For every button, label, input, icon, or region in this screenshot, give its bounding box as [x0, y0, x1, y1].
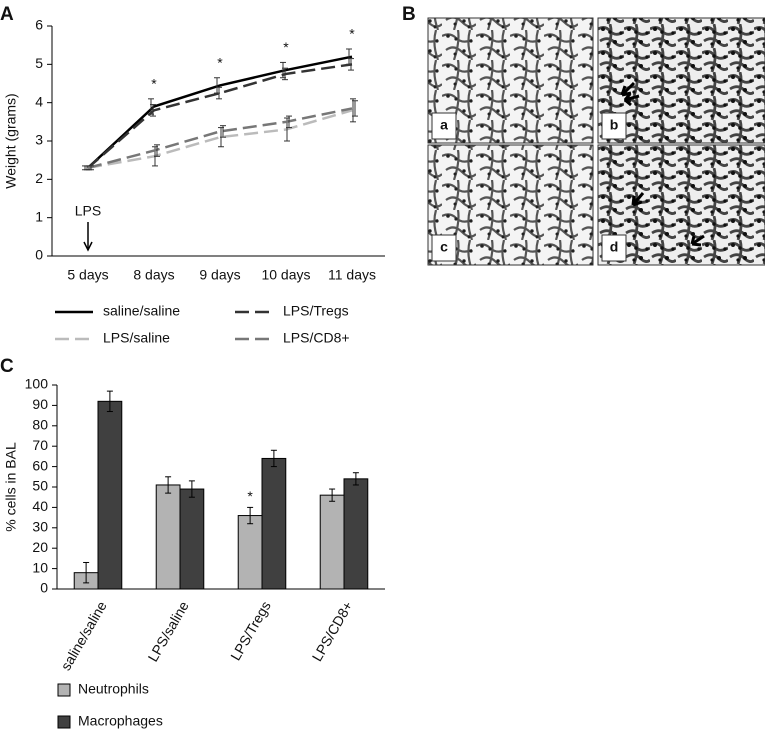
bar: [179, 488, 205, 590]
x-tick-label: LPS/CD8+: [309, 598, 356, 664]
significance-marker: *: [217, 54, 223, 70]
image-label: a: [440, 117, 448, 133]
y-tick-label: 50: [32, 478, 48, 494]
legend-swatch: [57, 715, 71, 729]
y-tick-label: 30: [32, 519, 48, 535]
image-label: b: [610, 117, 619, 133]
arrow: [631, 192, 705, 247]
y-tick-label: 2: [35, 170, 43, 186]
y-tick-label: 0: [35, 247, 43, 263]
bar: [237, 515, 263, 590]
y-tick-label: 0: [40, 580, 48, 596]
y-tick-label: 3: [35, 132, 43, 148]
annotation-arrowhead: [83, 241, 93, 252]
image-label-box: [431, 234, 457, 262]
significance-marker: *: [247, 488, 253, 504]
x-tick-label: 9 days: [199, 267, 240, 283]
significance-marker: *: [151, 76, 157, 92]
annotation: LPS: [75, 203, 101, 219]
x-tick-label: 10 days: [261, 267, 310, 283]
image-label: c: [440, 239, 448, 255]
bar: [261, 457, 287, 590]
y-tick-label: 10: [32, 559, 48, 575]
bar: [155, 484, 181, 590]
image-label-box: [601, 234, 627, 262]
legend-swatch: [57, 683, 71, 697]
line: [87, 107, 353, 170]
bar: [97, 400, 123, 590]
panel-label: A: [0, 4, 14, 25]
legend-label: LPS/Tregs: [283, 303, 349, 319]
panel-label: B: [402, 4, 416, 25]
x-tick-label: LPS/Tregs: [227, 598, 274, 663]
y-tick-label: 6: [35, 17, 43, 33]
micrograph-panel: B a b c d: [402, 4, 765, 266]
image-label-box: [601, 112, 627, 140]
x-tick-label: 8 days: [133, 267, 174, 283]
x-tick-label: LPS/saline: [144, 598, 191, 664]
y-axis-label: % cells in BAL: [3, 442, 19, 532]
significance-marker: *: [349, 26, 355, 42]
legend-label: Neutrophils: [78, 681, 149, 697]
legend-label: Macrophages: [78, 713, 163, 729]
y-tick-label: 5: [35, 55, 43, 71]
y-tick-label: 60: [32, 457, 48, 473]
y-tick-label: 100: [25, 376, 49, 392]
x-tick-label: 11 days: [328, 267, 376, 283]
bar: [319, 494, 345, 590]
y-tick-label: 80: [32, 417, 48, 433]
y-tick-label: 40: [32, 498, 48, 514]
legend-label: LPS/saline: [103, 330, 170, 346]
x-tick-label: saline/saline: [57, 598, 109, 673]
x-tick-label: 5 days: [67, 267, 108, 283]
panel-label: C: [0, 356, 14, 377]
line: [87, 109, 353, 170]
image-label: d: [610, 239, 619, 255]
y-tick-label: 70: [32, 437, 48, 453]
y-axis-label: Weight (grams): [3, 93, 19, 188]
significance-marker: *: [283, 39, 289, 55]
y-tick-label: 1: [35, 208, 43, 224]
line: [87, 55, 353, 169]
legend-label: LPS/CD8+: [283, 330, 350, 346]
y-tick-label: 90: [32, 396, 48, 412]
legend-label: saline/saline: [103, 303, 180, 319]
arrow: [620, 81, 640, 107]
y-tick-label: 20: [32, 539, 48, 555]
line: [87, 63, 353, 169]
bar: [343, 478, 369, 590]
y-tick-label: 4: [35, 93, 43, 109]
image-label-box: [431, 112, 457, 140]
